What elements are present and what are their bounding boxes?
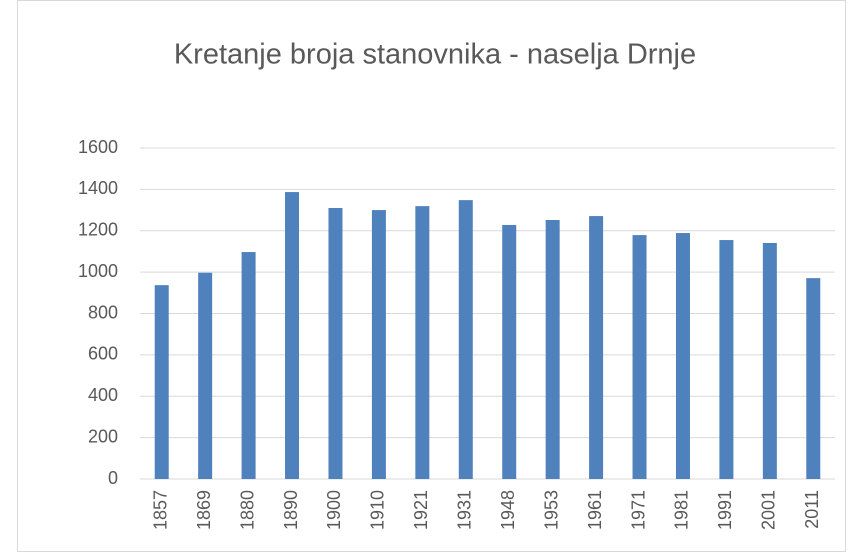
- y-tick-label: 600: [88, 344, 118, 364]
- x-tick-label: 1857: [150, 490, 170, 530]
- x-tick-label: 1890: [281, 490, 301, 530]
- bar: [589, 216, 604, 479]
- y-tick-label: 800: [88, 302, 118, 322]
- x-tick-label: 1910: [368, 490, 388, 530]
- x-tick-label: 1971: [628, 490, 648, 530]
- bar: [415, 206, 430, 479]
- x-tick-label: 1991: [715, 490, 735, 530]
- bar: [806, 278, 821, 479]
- x-tick-label: 1948: [498, 490, 518, 530]
- bar: [154, 285, 169, 479]
- bar: [371, 210, 386, 479]
- bar: [285, 192, 300, 479]
- x-tick-label: 1921: [411, 490, 431, 530]
- x-tick-label: 1900: [324, 490, 344, 530]
- x-tick-label: 1880: [237, 490, 257, 530]
- chart-title: Kretanje broja stanovnika - naselja Drnj…: [174, 39, 696, 71]
- bar: [675, 233, 690, 479]
- bar: [632, 235, 647, 479]
- bar: [241, 252, 256, 479]
- x-tick-label: 2001: [759, 490, 779, 530]
- bar: [458, 200, 473, 479]
- x-tick-label: 1953: [541, 490, 561, 530]
- bar: [328, 207, 343, 479]
- y-tick-label: 400: [88, 385, 118, 405]
- bar: [719, 240, 734, 479]
- x-tick-label: 2011: [802, 490, 822, 529]
- y-tick-label: 0: [108, 468, 118, 488]
- y-tick-label: 1600: [78, 137, 118, 157]
- y-tick-label: 1400: [78, 178, 118, 198]
- y-tick-label: 1200: [78, 220, 118, 240]
- x-tick-label: 1931: [455, 490, 475, 530]
- x-tick-label: 1869: [194, 490, 214, 530]
- y-tick-label: 1000: [78, 261, 118, 281]
- bar: [198, 272, 213, 479]
- bar: [762, 242, 777, 479]
- bar: [545, 219, 560, 479]
- x-tick-label: 1961: [585, 490, 605, 530]
- x-tick-label: 1981: [672, 490, 692, 530]
- y-tick-label: 200: [88, 426, 118, 446]
- bar: [502, 224, 517, 479]
